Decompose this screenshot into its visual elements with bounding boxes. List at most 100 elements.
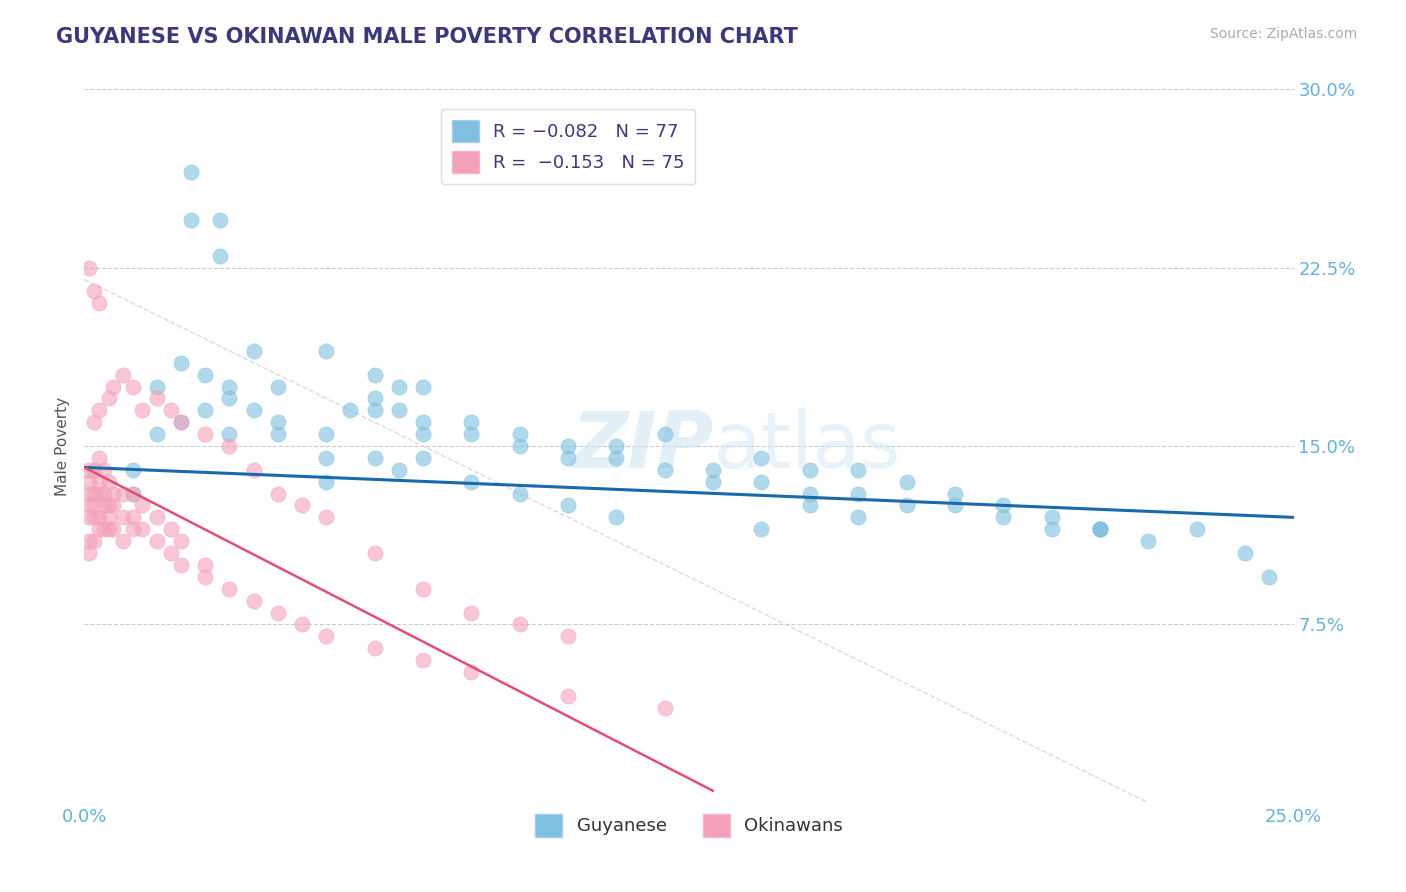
Legend: Guyanese, Okinawans: Guyanese, Okinawans bbox=[527, 807, 851, 844]
Point bbox=[412, 427, 434, 442]
Point bbox=[654, 700, 676, 714]
Point bbox=[77, 463, 100, 477]
Point bbox=[180, 213, 202, 227]
Point bbox=[87, 475, 110, 489]
Point bbox=[93, 463, 115, 477]
Point bbox=[557, 499, 579, 513]
Point bbox=[315, 450, 337, 465]
Point bbox=[170, 415, 193, 429]
Point bbox=[83, 510, 105, 524]
Point bbox=[846, 510, 869, 524]
Point bbox=[97, 392, 120, 406]
Point bbox=[97, 475, 120, 489]
Point bbox=[218, 392, 240, 406]
Point bbox=[993, 510, 1015, 524]
Text: ZIP: ZIP bbox=[571, 408, 713, 484]
Point bbox=[194, 570, 217, 584]
Point bbox=[799, 486, 821, 500]
Point bbox=[605, 450, 627, 465]
Point bbox=[103, 486, 125, 500]
Point bbox=[557, 450, 579, 465]
Point bbox=[112, 510, 135, 524]
Point bbox=[388, 463, 411, 477]
Point bbox=[112, 534, 135, 549]
Point bbox=[943, 486, 966, 500]
Point bbox=[1088, 522, 1111, 536]
Point bbox=[388, 379, 411, 393]
Point bbox=[103, 522, 125, 536]
Point bbox=[702, 475, 724, 489]
Point bbox=[83, 463, 105, 477]
Point bbox=[97, 510, 120, 524]
Point bbox=[509, 486, 531, 500]
Point bbox=[77, 486, 100, 500]
Point bbox=[77, 546, 100, 560]
Point bbox=[83, 415, 105, 429]
Point bbox=[1258, 570, 1281, 584]
Point bbox=[896, 499, 918, 513]
Point bbox=[751, 475, 773, 489]
Point bbox=[146, 379, 169, 393]
Point bbox=[291, 617, 314, 632]
Point bbox=[1088, 522, 1111, 536]
Point bbox=[363, 403, 385, 417]
Point bbox=[267, 606, 290, 620]
Point bbox=[1185, 522, 1208, 536]
Point bbox=[87, 450, 110, 465]
Text: Source: ZipAtlas.com: Source: ZipAtlas.com bbox=[1209, 27, 1357, 41]
Point bbox=[605, 510, 627, 524]
Point bbox=[896, 475, 918, 489]
Point bbox=[77, 260, 100, 275]
Point bbox=[654, 463, 676, 477]
Point bbox=[315, 510, 337, 524]
Point bbox=[267, 486, 290, 500]
Point bbox=[146, 392, 169, 406]
Point bbox=[460, 665, 482, 679]
Point bbox=[363, 392, 385, 406]
Point bbox=[267, 415, 290, 429]
Point bbox=[97, 522, 120, 536]
Point bbox=[315, 343, 337, 358]
Point bbox=[460, 427, 482, 442]
Point bbox=[846, 463, 869, 477]
Point bbox=[83, 285, 105, 299]
Point bbox=[363, 641, 385, 656]
Y-axis label: Male Poverty: Male Poverty bbox=[55, 396, 70, 496]
Point bbox=[103, 379, 125, 393]
Point bbox=[83, 486, 105, 500]
Point bbox=[557, 629, 579, 643]
Point bbox=[509, 617, 531, 632]
Point bbox=[160, 546, 183, 560]
Point bbox=[77, 499, 100, 513]
Point bbox=[1040, 510, 1063, 524]
Point bbox=[1040, 522, 1063, 536]
Point bbox=[412, 415, 434, 429]
Point bbox=[291, 499, 314, 513]
Point bbox=[460, 415, 482, 429]
Point bbox=[131, 403, 153, 417]
Point bbox=[751, 522, 773, 536]
Point bbox=[315, 629, 337, 643]
Point bbox=[242, 403, 264, 417]
Point bbox=[121, 379, 143, 393]
Point bbox=[170, 356, 193, 370]
Point bbox=[131, 522, 153, 536]
Point bbox=[131, 499, 153, 513]
Point bbox=[654, 427, 676, 442]
Point bbox=[315, 475, 337, 489]
Point bbox=[267, 379, 290, 393]
Point bbox=[170, 534, 193, 549]
Point bbox=[83, 534, 105, 549]
Point bbox=[112, 368, 135, 382]
Point bbox=[77, 510, 100, 524]
Point bbox=[509, 427, 531, 442]
Point bbox=[121, 486, 143, 500]
Point bbox=[1137, 534, 1160, 549]
Point bbox=[412, 450, 434, 465]
Point bbox=[93, 522, 115, 536]
Point bbox=[194, 368, 217, 382]
Point bbox=[87, 486, 110, 500]
Point bbox=[460, 475, 482, 489]
Point bbox=[160, 403, 183, 417]
Point bbox=[363, 368, 385, 382]
